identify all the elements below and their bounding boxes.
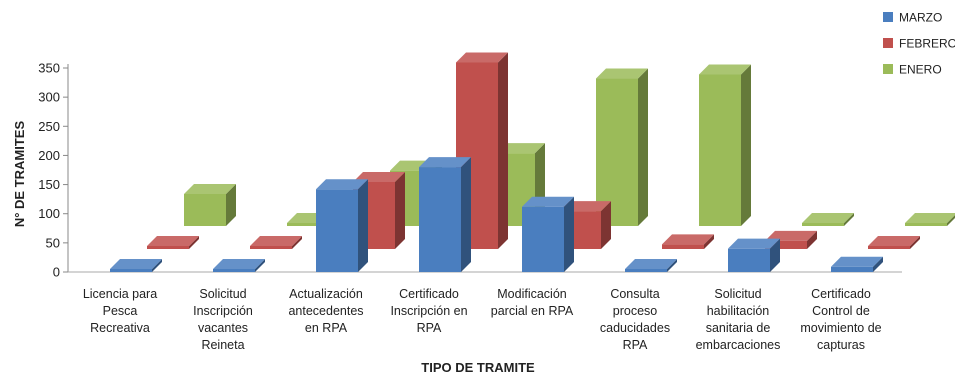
bar-enero-7 — [905, 213, 955, 226]
bar-marzo-5 — [625, 259, 677, 272]
bar-marzo-0 — [110, 259, 162, 272]
y-tick-label: 200 — [38, 148, 60, 163]
bar-enero-0 — [184, 183, 236, 226]
y-tick-label: 300 — [38, 90, 60, 105]
bar-febrero-7 — [868, 236, 920, 249]
x-category-label: Actualización antecedentes en RPA — [288, 287, 363, 335]
y-tick-label: 100 — [38, 206, 60, 221]
legend-label-febrero: FEBRERO — [899, 37, 955, 51]
bar-enero-5 — [699, 64, 751, 226]
bar-febrero-0 — [147, 236, 199, 249]
x-category-label: Certificado Control de movimiento de captur… — [800, 287, 881, 352]
legend-label-marzo: MARZO — [899, 11, 942, 25]
x-category-label: Solicitud habilitación sanitaria de embarca… — [696, 287, 781, 352]
bar-febrero-6 — [765, 230, 817, 249]
bar-marzo-7 — [831, 256, 883, 272]
x-category-label: Modificación parcial en RPA — [491, 287, 574, 318]
bars — [110, 52, 955, 272]
bar-marzo-6 — [728, 238, 780, 272]
legend-swatch-enero — [883, 64, 893, 74]
x-category-label: Licencia para Pesca Recreativa — [83, 287, 157, 335]
y-axis-title: N° DE TRAMITES — [12, 121, 27, 228]
bar-febrero-1 — [250, 236, 302, 249]
legend: MARZO FEBRERO ENERO — [883, 11, 955, 77]
y-tick-label: 350 — [38, 61, 60, 76]
x-category-label: Solicitud Inscripción vacantes Reineta — [193, 287, 253, 352]
y-tick-label: 0 — [53, 265, 60, 280]
bar-enero-6 — [802, 213, 854, 226]
x-category-label: Certificado Inscripción en RPA — [390, 287, 467, 335]
bar-marzo-1 — [213, 259, 265, 272]
x-axis-title: TIPO DE TRAMITE — [421, 360, 535, 375]
legend-label-enero: ENERO — [899, 63, 942, 77]
category-labels: Licencia para Pesca Recreativa Solicitud Ins… — [83, 287, 882, 352]
x-category-label: Consulta proceso caducidades RPA — [600, 287, 670, 352]
y-tick-label: 150 — [38, 177, 60, 192]
bar-marzo-3 — [419, 157, 471, 272]
y-tick-label: 250 — [38, 119, 60, 134]
bar-marzo-4 — [522, 196, 574, 272]
legend-swatch-marzo — [883, 12, 893, 22]
bar-marzo-2 — [316, 179, 368, 272]
legend-swatch-febrero — [883, 38, 893, 48]
axes: 0 50 100 150 200 250 300 350 N° DE TRAMITES TIPO … — [12, 61, 902, 375]
bar-febrero-5 — [662, 234, 714, 249]
y-tick-label: 50 — [46, 235, 60, 250]
